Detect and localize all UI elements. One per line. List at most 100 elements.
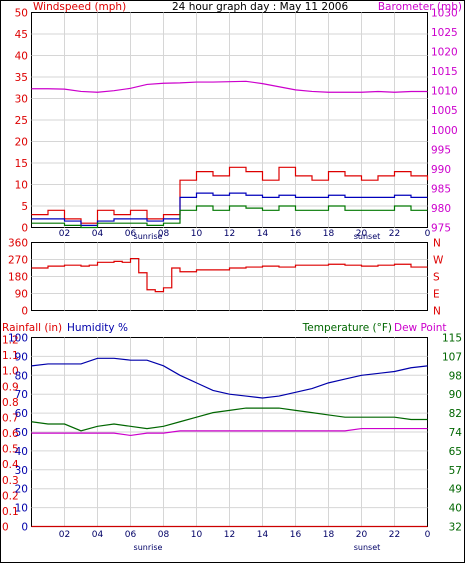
x-tick-label: 14: [257, 229, 269, 239]
x-tick-label: 20: [356, 530, 368, 540]
y-tick-label: 990: [431, 164, 451, 176]
y-tick-label: 50: [15, 8, 28, 20]
y-tick-label: 10: [15, 180, 28, 192]
series-line: [31, 205, 428, 229]
x-tick-label: 02: [59, 229, 70, 239]
left-ticks-2: 0 90 180 270 360: [8, 238, 28, 318]
y-tick-label: 1020: [431, 47, 458, 59]
y-tick-label: S: [433, 272, 440, 284]
series-line: [31, 427, 428, 437]
left-inner-ticks-3: 0 10 20 30 40 50 60 70 80 90 100: [8, 333, 28, 534]
dewpoint-label: Dew Point: [394, 322, 447, 334]
y-tick-label: 50: [15, 427, 28, 439]
x-tick-label: 16: [290, 229, 302, 239]
y-tick-label: 5: [21, 201, 28, 213]
y-tick-label: 995: [431, 144, 451, 156]
y-tick-label: 1000: [431, 125, 458, 137]
x-ticks-1: 02 04 06 08 10 12 14 16 18 20 22 0: [59, 229, 431, 239]
y-tick-label: 1015: [431, 66, 458, 78]
y-tick-label: 20: [15, 484, 28, 496]
series-line: [31, 166, 429, 224]
y-tick-label: 90: [15, 289, 28, 301]
x-tick-label: 06: [125, 530, 137, 540]
x-tick-label: 16: [290, 530, 302, 540]
y-tick-label: 0.7: [2, 412, 19, 424]
y-tick-label: W: [433, 255, 444, 267]
y-tick-label: 15: [15, 158, 28, 170]
rainfall-label: Rainfall (in): [2, 322, 62, 334]
series-3: [31, 357, 428, 528]
x-tick-label: 22: [389, 229, 400, 239]
series-1: [31, 80, 429, 229]
x-tick-label: 10: [191, 229, 203, 239]
temperature-label: Temperature (°F): [302, 322, 392, 334]
y-tick-label: 90: [15, 351, 28, 363]
y-tick-label: 1030: [431, 8, 458, 20]
y-tick-label: 180: [8, 272, 28, 284]
y-tick-label: 20: [15, 137, 28, 149]
y-tick-label: 1005: [431, 105, 458, 117]
y-tick-label: 0.3: [2, 475, 19, 487]
y-tick-label: 30: [15, 94, 28, 106]
y-tick-label: 0.6: [2, 428, 19, 440]
x-tick-label: 02: [59, 530, 70, 540]
y-tick-label: 980: [431, 203, 451, 215]
y-tick-label: 0.8: [2, 397, 19, 409]
y-tick-label: 40: [449, 503, 462, 515]
y-tick-label: 90: [449, 389, 462, 401]
x-tick-label: 08: [158, 530, 170, 540]
y-tick-label: 270: [8, 255, 28, 267]
y-tick-label: 1.2: [2, 335, 19, 347]
y-tick-label: N: [433, 238, 441, 250]
y-tick-label: 80: [15, 370, 28, 382]
x-tick-label: 12: [224, 530, 235, 540]
sunrise-marker-1: sunrise: [134, 232, 163, 241]
y-tick-label: 975: [431, 223, 451, 235]
y-tick-label: 65: [449, 446, 462, 458]
y-tick-label: 985: [431, 183, 451, 195]
x-tick-label: 12: [224, 229, 235, 239]
right-ticks-3: 32 40 49 57 65 74 82 90 98 107 115: [442, 333, 462, 534]
y-tick-label: 1.0: [2, 366, 19, 378]
series-2: [31, 257, 428, 293]
y-tick-label: 30: [15, 465, 28, 477]
left-outer-ticks-3: 0 0.1 0.2 0.3 0.4 0.5 0.6 0.7 0.8 0.9 1.0 1.1 1.2: [2, 335, 19, 534]
humidity-label: Humidity %: [67, 322, 128, 334]
y-tick-label: 98: [449, 370, 462, 382]
series-line: [31, 192, 428, 226]
x-tick-label: 08: [158, 229, 170, 239]
x-tick-label: 04: [92, 530, 104, 540]
y-tick-label: 32: [449, 522, 462, 534]
right-ticks-1: 975 980 985 990 995 1000 1005 1010 1015 1020 1025 1…: [431, 8, 458, 235]
y-tick-label: 49: [449, 484, 462, 496]
y-tick-label: 0.5: [2, 444, 19, 456]
y-tick-label: 10: [15, 503, 28, 515]
y-tick-label: 0.1: [2, 506, 19, 518]
left-axis-label: Windspeed (mph): [33, 1, 126, 13]
y-tick-label: 45: [15, 29, 28, 41]
y-tick-label: 60: [15, 408, 28, 420]
x-tick-label: 04: [92, 229, 104, 239]
y-tick-label: 360: [8, 238, 28, 250]
y-tick-label: 0: [2, 522, 9, 534]
y-tick-label: E: [433, 289, 440, 301]
x-tick-label: 20: [356, 229, 368, 239]
panel-rain-humidity-temp: 00.10.20.30.40.50.60.70.80.91.01.11.2 01…: [2, 322, 462, 552]
sunset-marker-1: sunset: [354, 232, 381, 241]
series-line: [31, 257, 428, 293]
left-ticks-1: 0 5 10 15 20 25 30 35 40 45 50: [15, 8, 28, 235]
y-tick-label: 25: [15, 115, 28, 127]
series-line: [31, 357, 428, 399]
y-tick-label: 74: [449, 427, 463, 439]
y-tick-label: 0: [21, 223, 28, 235]
grid-2: [31, 242, 428, 311]
y-tick-label: 107: [442, 351, 462, 363]
y-tick-label: 1.1: [2, 350, 19, 362]
y-tick-label: N: [433, 306, 441, 318]
y-tick-label: 0: [21, 306, 28, 318]
x-tick-label: 14: [257, 530, 269, 540]
y-tick-label: 40: [15, 51, 28, 63]
x-tick-label: 22: [389, 530, 400, 540]
